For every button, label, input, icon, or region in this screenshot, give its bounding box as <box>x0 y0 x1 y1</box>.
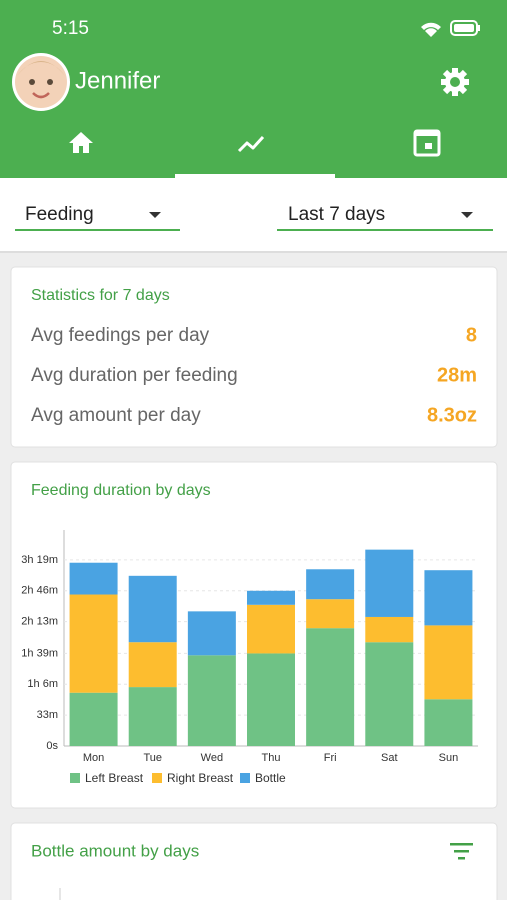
chart-title: Feeding duration by days <box>31 482 211 499</box>
bar-segment <box>306 569 355 600</box>
bar-segment <box>128 642 177 688</box>
y-tick-label: 3h 19m <box>21 554 58 566</box>
legend-swatch <box>152 773 162 783</box>
stat-value: 8 <box>466 324 477 346</box>
dropdown-arrow <box>149 212 161 218</box>
y-tick-label: 2h 13m <box>21 616 58 628</box>
bar-segment <box>69 692 118 746</box>
filter-bar <box>0 178 507 252</box>
card-title: Bottle amount by days <box>31 841 199 860</box>
stat-label: Avg duration per feeding <box>31 365 238 386</box>
stat-value: 8.3oz <box>427 404 477 426</box>
y-tick-label: 1h 39m <box>21 647 58 659</box>
bar-segment <box>128 687 177 746</box>
bar-segment <box>187 655 236 746</box>
y-tick-label: 2h 46m <box>21 585 58 597</box>
chart: 0s 33m 1h 6m 1h 39m 2h 13m 2h 46m 3h 19m Mon Tue… <box>21 530 478 785</box>
bar-segment <box>365 549 414 617</box>
range-dropdown[interactable]: Last 7 days <box>288 204 385 225</box>
dropdown-underline <box>277 229 493 231</box>
dropdown-arrow <box>461 212 473 218</box>
x-tick-label: Fri <box>324 752 337 764</box>
legend-label: Left Breast <box>85 771 144 785</box>
bar-segment <box>69 594 118 693</box>
home-tab[interactable] <box>69 132 93 153</box>
user-name[interactable]: Jennifer <box>75 67 160 94</box>
bar-segment <box>247 653 295 746</box>
y-tick-label: 0s <box>46 740 58 752</box>
metric-dropdown[interactable]: Feeding <box>25 204 94 225</box>
bar-segment <box>365 642 414 746</box>
bar-segment <box>187 611 236 656</box>
x-tick-label: Thu <box>262 752 281 764</box>
status-time: 5:15 <box>52 18 89 39</box>
bar-segment <box>424 699 473 746</box>
legend-swatch <box>240 773 250 783</box>
calendar-tab[interactable] <box>413 129 441 157</box>
y-tick-label: 33m <box>37 709 58 721</box>
settings-icon[interactable] <box>441 68 469 96</box>
stat-label: Avg amount per day <box>31 405 201 426</box>
bar-segment <box>424 570 473 626</box>
bar-segment <box>247 604 295 654</box>
stat-label: Avg feedings per day <box>31 325 210 346</box>
x-tick-label: Mon <box>83 752 104 764</box>
bar-segment <box>247 590 295 605</box>
bar-segment <box>365 616 414 643</box>
legend-label: Bottle <box>255 771 286 785</box>
active-tab-indicator <box>175 174 335 178</box>
x-tick-label: Wed <box>201 752 223 764</box>
card-title: Statistics for 7 days <box>31 287 170 304</box>
avatar[interactable] <box>12 53 70 111</box>
bar-segment <box>306 599 355 629</box>
bar-segment <box>306 628 355 746</box>
stat-value: 28m <box>437 364 477 386</box>
bar-segment <box>424 625 473 700</box>
legend-label: Right Breast <box>167 771 234 785</box>
status-icons <box>421 20 480 37</box>
stats-card <box>10 266 498 448</box>
x-tick-label: Tue <box>143 752 162 764</box>
x-tick-label: Sun <box>439 752 459 764</box>
trend-tab[interactable] <box>237 135 265 153</box>
bar-segment <box>69 562 118 595</box>
legend-swatch <box>70 773 80 783</box>
x-tick-label: Sat <box>381 752 398 764</box>
filter-icon[interactable] <box>450 843 473 860</box>
bar-segment <box>128 575 177 643</box>
y-tick-label: 1h 6m <box>27 678 58 690</box>
stats-rows: Avg feedings per day 8 Avg duration per fe… <box>31 324 477 426</box>
bottle-card <box>10 822 498 900</box>
dropdown-underline <box>15 229 180 231</box>
filter-shadow <box>0 251 507 253</box>
